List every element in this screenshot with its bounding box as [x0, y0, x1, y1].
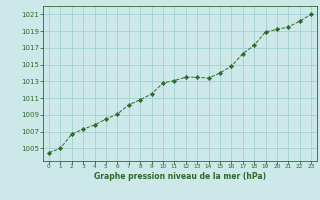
- X-axis label: Graphe pression niveau de la mer (hPa): Graphe pression niveau de la mer (hPa): [94, 172, 266, 181]
